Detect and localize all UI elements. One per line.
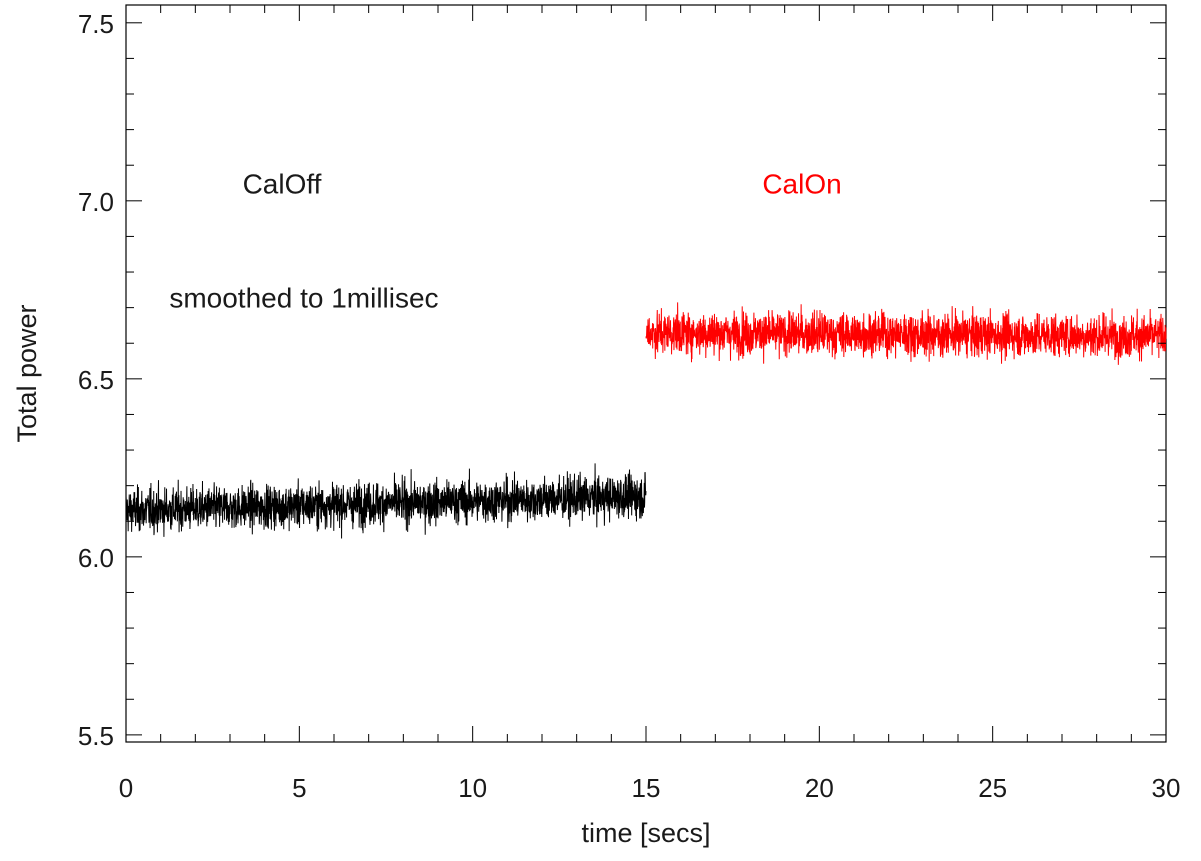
y-tick-label: 5.5 [78,721,114,751]
annotation-label: smoothed to 1millisec [169,283,438,314]
plot-frame [125,4,1167,743]
annotation-label: CalOff [243,169,322,200]
x-tick-label: 25 [978,773,1007,803]
x-tick-label: 15 [632,773,661,803]
x-tick-label: 20 [805,773,834,803]
series-2-line [645,302,1167,365]
y-axis-title: Total power [12,304,42,442]
y-tick-label: 6.5 [78,365,114,395]
annotation-label: CalOn [762,169,841,200]
x-tick-label: 10 [458,773,487,803]
ticks-layer [125,5,1167,742]
x-tick-label: 30 [1152,773,1181,803]
series-layer [125,302,1167,539]
x-tick-label: 5 [292,773,306,803]
series-1-line [125,463,647,539]
tick-labels: 0 5 10 15 20 25 30 5.5 6.0 6.5 7.0 7.5 [78,9,1181,803]
annotations: CalOff CalOn smoothed to 1millisec [169,169,841,314]
x-axis-title: time [secs] [581,818,710,848]
y-tick-label: 7.0 [78,187,114,217]
y-tick-label: 6.0 [78,543,114,573]
y-tick-label: 7.5 [78,9,114,39]
x-tick-label: 0 [119,773,133,803]
plot-area [125,4,1167,743]
